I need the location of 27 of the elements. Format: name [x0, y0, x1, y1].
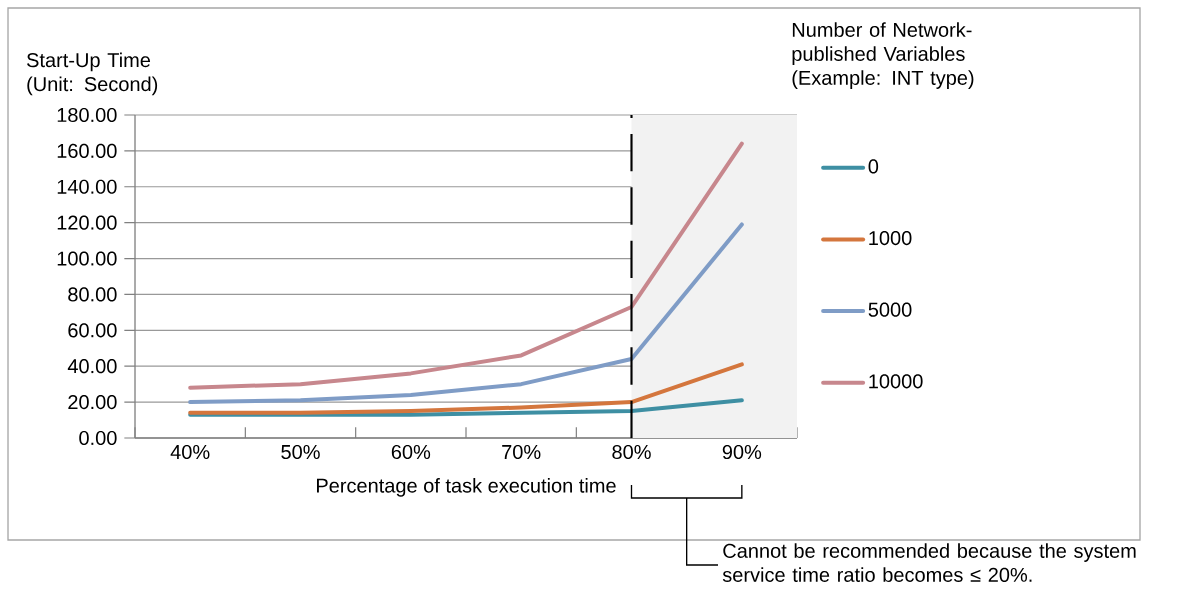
x-tick-label: 60%: [391, 444, 431, 460]
y-tick-label: 120.00: [57, 215, 117, 230]
line-series: [188, 141, 744, 390]
text: Cannot be recommended because the system service time ratio becomes ≤ 20%.: [722, 543, 1136, 582]
legend-label: 5000: [868, 302, 912, 317]
x-axis-title: Percentage of task execution time: [317, 478, 616, 497]
x-tick-label: 70%: [502, 444, 541, 460]
legend-title: Number of Network-published Variables (Example: INT type): [792, 22, 974, 89]
line-series: [188, 222, 744, 405]
y-tick-label: 20.00: [68, 395, 117, 410]
x-tick-label: 40%: [170, 444, 210, 460]
legend-label: 1000: [869, 230, 912, 246]
y-tick-label: 100.00: [57, 251, 117, 266]
y-tick-label: 60.00: [68, 323, 117, 338]
y-tick-label: 40.00: [67, 359, 117, 374]
x-tick-label: 90%: [722, 444, 762, 460]
y-axis-title: Start-Up Time (Unit: Second): [26, 52, 158, 96]
x-tick-label: 50%: [281, 444, 320, 460]
legend-label: 0: [868, 159, 879, 174]
x-tick-label: 80%: [612, 444, 651, 460]
y-tick-label: 160.00: [57, 143, 117, 158]
y-tick-label: 180.00: [57, 107, 117, 123]
y-tick-label: 80.00: [68, 287, 117, 302]
legend-label: 10000: [869, 374, 923, 389]
line-series: [188, 362, 744, 415]
y-tick-label: 140.00: [57, 179, 117, 194]
y-tick-label: 0.00: [79, 430, 117, 446]
